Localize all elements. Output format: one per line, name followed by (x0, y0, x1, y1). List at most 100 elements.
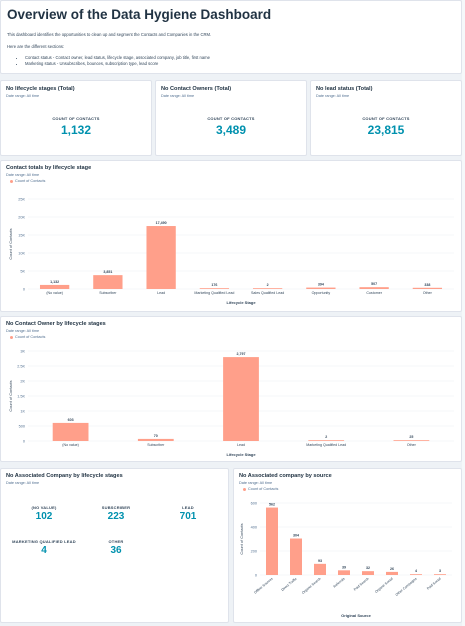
chart-legend: Count of Contacts (243, 487, 456, 491)
x-axis-title: Lifecycle Stage (226, 452, 256, 457)
y-tick-label: 0 (23, 287, 25, 291)
kpi-label: COUNT OF CONTACTS (207, 116, 255, 121)
x-tick-label: Lead (237, 443, 245, 447)
x-tick-label: Paid Search (353, 577, 370, 592)
card-title: No Associated Company by lifecycle stage… (6, 473, 123, 479)
legend-swatch (10, 179, 13, 183)
kpi-card-no-lead-status[interactable]: No lead status (Total) Date range: All t… (310, 80, 462, 156)
bar (314, 563, 326, 575)
list-item: Marketing status - Unsubscribes, bounces… (25, 61, 455, 68)
bar (386, 571, 398, 575)
kpi-value: 1,132 (60, 123, 92, 137)
y-tick-label: 5K (20, 269, 25, 273)
data-label: 39 (342, 565, 346, 569)
x-tick-label: (No value) (46, 291, 63, 295)
bar (393, 440, 430, 441)
data-label: 394 (318, 283, 324, 287)
bar (338, 570, 350, 575)
data-label: 25 (409, 435, 413, 439)
bar (39, 284, 70, 289)
data-label: 26 (390, 567, 394, 571)
kpi-cell: OTHER 36 (81, 539, 151, 556)
data-label: 3 (439, 569, 441, 573)
date-range: Date range: All time (239, 481, 273, 485)
x-tick-label: Direct Traffic (281, 577, 298, 592)
kpi-label: OTHER (108, 539, 124, 544)
kpi-title: No lead status (Total) (316, 86, 373, 92)
chart-card-no-owner-lifecycle[interactable]: No Contact Owner by lifecycle stages Dat… (0, 316, 462, 462)
bar (412, 287, 443, 289)
bar (52, 422, 89, 441)
kpi-value: 23,815 (367, 123, 405, 137)
chart-card-assoc-source[interactable]: No Associated company by source Date ran… (233, 468, 462, 623)
kpi-label: COUNT OF CONTACTS (362, 116, 410, 121)
x-tick-label: Customer (366, 291, 382, 295)
data-label: 17,490 (156, 221, 167, 225)
data-label: 338 (424, 283, 430, 287)
data-label: 3,851 (103, 270, 112, 274)
kpi-card-no-lifecycle[interactable]: No lifecycle stages (Total) Date range: … (0, 80, 152, 156)
y-axis-title: Count of Contacts (239, 523, 244, 554)
data-label: 176 (211, 283, 217, 287)
x-axis-title: Original Source (341, 613, 372, 618)
chart-title: No Associated company by source (239, 473, 332, 479)
kpi-value: 223 (107, 511, 125, 522)
data-label: 1,132 (50, 280, 59, 284)
data-label: 2 (267, 283, 269, 287)
bar (93, 275, 123, 289)
kpi-cell: (NO VALUE) 102 (9, 505, 79, 522)
legend-label: Count of Contacts (15, 179, 46, 183)
bar (199, 288, 230, 289)
legend-swatch (243, 487, 246, 491)
chart-card-lifecycle-totals[interactable]: Contact totals by lifecycle stage Date r… (0, 160, 462, 312)
x-tick-label: Subscriber (147, 443, 165, 447)
y-tick-label: 0 (255, 573, 257, 577)
y-tick-label: 600 (251, 501, 257, 505)
kpi-value: 102 (35, 511, 53, 522)
y-tick-label: 0 (23, 439, 25, 443)
x-tick-label: Other (423, 291, 433, 295)
sections-list: Contact status - Contact owner, lead sta… (25, 55, 455, 68)
kpi-label: LEAD (182, 505, 194, 510)
y-tick-label: 400 (251, 525, 257, 529)
x-axis-title: Lifecycle Stage (226, 300, 256, 305)
bar (306, 287, 336, 289)
dashboard-header: Overview of the Data Hygiene Dashboard T… (0, 0, 462, 74)
chart-legend: Count of Contacts (10, 179, 456, 183)
x-tick-label: Organic Search (301, 577, 322, 595)
data-label: 507 (371, 282, 377, 286)
data-label: 2 (325, 435, 327, 439)
y-axis-title: Count of Contacts (8, 228, 13, 259)
date-range: Date range: All time (6, 481, 40, 485)
bar (137, 438, 174, 441)
kpi-label: MARKETING QUALIFIED LEAD (12, 539, 76, 544)
x-tick-label: Offline Sources (253, 577, 274, 595)
bar (410, 574, 422, 575)
kpi-card-no-owner[interactable]: No Contact Owners (Total) Date range: Al… (155, 80, 307, 156)
data-label: 304 (293, 534, 299, 538)
assoc-company-lifecycle-card[interactable]: No Associated Company by lifecycle stage… (0, 468, 229, 623)
kpi-label: COUNT OF CONTACTS (52, 116, 100, 121)
lifecycle-bar-chart: 0 5K 10K 15K 20K 25K Count of Contacts 1,132 (No… (8, 197, 454, 305)
kpi-value: 4 (41, 545, 47, 556)
bar (223, 357, 259, 441)
y-tick-label: 3K (20, 349, 25, 353)
x-tick-label: Paid Social (426, 577, 442, 591)
chart-title: No Contact Owner by lifecycle stages (6, 321, 106, 327)
data-label: 70 (154, 434, 158, 438)
kpi-cell: LEAD 701 (153, 505, 223, 522)
bar (434, 574, 446, 575)
x-tick-label: Referrals (333, 577, 346, 589)
y-tick-label: 500 (19, 424, 25, 428)
x-tick-label: Opportunity (312, 291, 331, 295)
bar (266, 507, 278, 575)
no-owner-bar-chart: 0 500 1K 1.5K 2K 2.5K 3K Count of Contacts 603 (N… (8, 349, 454, 457)
data-label: 603 (68, 418, 74, 422)
bar (146, 226, 176, 289)
y-tick-label: 25K (18, 197, 25, 201)
source-bar-chart: 0 200 400 600 Count of Contacts 562 Offline So… (239, 501, 452, 618)
kpi-value: 701 (179, 511, 197, 522)
date-range: Date range: All time (6, 329, 40, 333)
kpi-label: (NO VALUE) (31, 505, 57, 510)
y-axis-title: Count of Contacts (8, 380, 13, 411)
